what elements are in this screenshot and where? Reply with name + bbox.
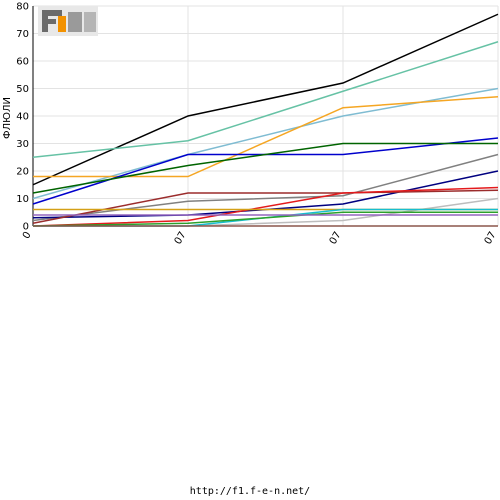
series-line-4	[33, 96, 499, 178]
x-tick-label: 0	[21, 230, 34, 241]
series-line-10	[32, 186, 499, 227]
y-tick-label: 20	[16, 167, 29, 178]
series-line-9	[32, 189, 499, 224]
series-line-7	[32, 153, 499, 222]
y-tick-label: 50	[16, 84, 29, 95]
y-tick-label: 10	[16, 194, 29, 205]
series-group	[32, 13, 499, 227]
x-tick-label: 07	[173, 230, 189, 247]
series-line-6	[32, 142, 498, 194]
x-tick-labels: 0 07 07 07	[21, 230, 499, 247]
y-tick-label: 80	[16, 2, 29, 13]
y-axis-label: ФЛЮЛИ	[2, 97, 13, 139]
y-tick-label: 70	[16, 29, 29, 40]
series-line-14	[32, 211, 498, 227]
y-tick-labels: 0 10 20 30 40 50 60 70 80	[16, 2, 29, 233]
series-line-1	[32, 13, 499, 186]
y-tick-label: 40	[16, 112, 29, 123]
f1en-logo	[38, 6, 98, 36]
series-line-2	[32, 41, 499, 158]
footer-url[interactable]: http://f1.f-e-n.net/	[189, 486, 311, 497]
x-tick-label: 07	[328, 230, 344, 247]
y-tick-label: 30	[16, 139, 29, 150]
y-tick-label: 0	[23, 222, 29, 233]
x-tick-label: 07	[483, 230, 499, 247]
y-tick-label: 60	[16, 57, 29, 68]
